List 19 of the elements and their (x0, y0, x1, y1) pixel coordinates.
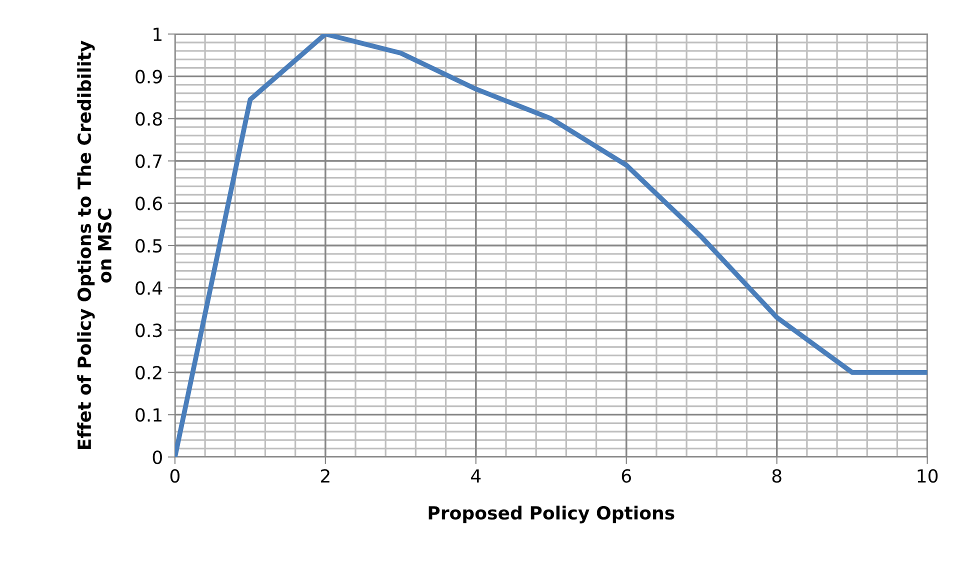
y-tick-label: 1 (154, 28, 162, 41)
x-tick-label: 4 (471, 469, 481, 483)
x-tick-label: 0 (170, 469, 180, 483)
y-tick-label: 0.6 (136, 196, 162, 210)
y-tick-label: 0 (152, 450, 162, 464)
y-tick-label: 0.5 (136, 238, 162, 253)
x-tick-label: 8 (772, 469, 782, 483)
y-tick-label: 0.2 (136, 366, 162, 380)
y-tick-label: 0.4 (136, 281, 162, 295)
y-tick-label: 0.7 (136, 154, 162, 168)
y-tick-label: 0.1 (136, 408, 162, 422)
y-tick-label: 0.9 (136, 70, 162, 84)
y-tick-label: 0.3 (136, 324, 162, 338)
y-tick-label: 0.8 (136, 112, 162, 126)
x-tick-label: 2 (321, 469, 330, 483)
y-axis-title: Effet of Policy Options to The Credibility on MSC (77, 40, 112, 450)
x-tick-label: 6 (622, 469, 631, 483)
x-tick-label: 10 (918, 469, 938, 483)
x-axis-title: Proposed Policy Options (428, 506, 674, 524)
